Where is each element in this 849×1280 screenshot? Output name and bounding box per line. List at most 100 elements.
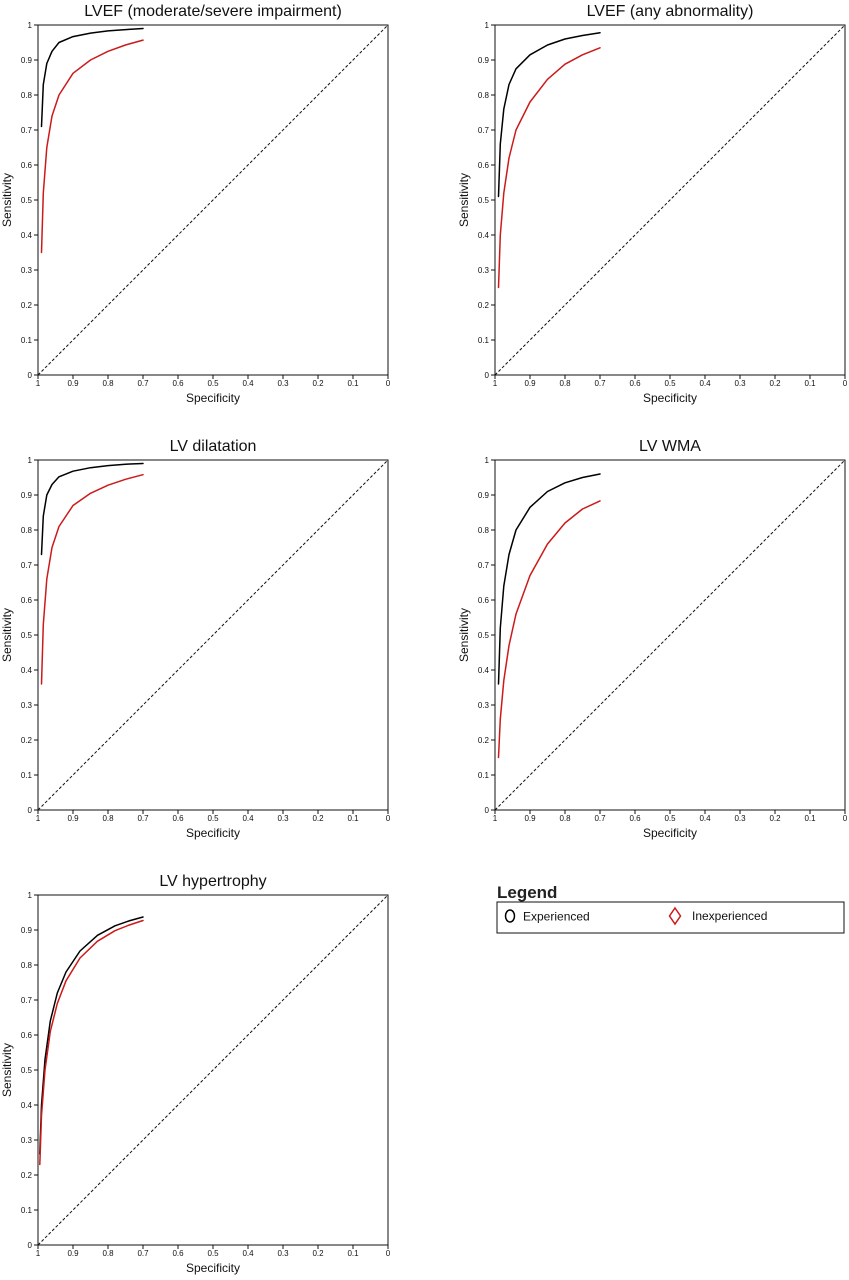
y-tick-label: 0.8 xyxy=(478,91,490,100)
roc-curve-inexperienced xyxy=(497,500,601,759)
y-axis-label: Sensitivity xyxy=(457,173,471,227)
diamond-icon xyxy=(668,906,682,926)
roc-curve-experienced xyxy=(39,916,144,1155)
chart-panels: LVEF (moderate/severe impairment) 1 0.9 0.8… xyxy=(0,3,848,1275)
legend: Legend Experienced Inexperienced xyxy=(496,883,845,934)
y-tick-label: 0.4 xyxy=(478,666,490,675)
chart-title: LV hypertrophy xyxy=(159,873,266,890)
y-tick-label: 0 xyxy=(485,806,490,815)
y-tick-label: 0.2 xyxy=(21,1171,33,1180)
x-tick-label: 0.5 xyxy=(207,1249,219,1258)
x-tick-label: 0.2 xyxy=(312,379,324,388)
x-tick-label: 0 xyxy=(843,379,848,388)
x-tick-label: 0.1 xyxy=(804,814,816,823)
roc-curve-inexperienced xyxy=(39,919,144,1166)
y-tick-label: 0.9 xyxy=(21,926,33,935)
chart-panel-3: LV dilatation 1 0.9 0.8 0.7 0.6 0.5 0.4 0.3 0.2 0.… xyxy=(0,438,391,840)
x-tick-label: 0.3 xyxy=(277,379,289,388)
x-tick-label: 0.2 xyxy=(769,814,781,823)
x-tick-label: 1 xyxy=(493,814,498,823)
reference-diagonal xyxy=(37,24,389,376)
y-tick-label: 0.7 xyxy=(478,561,490,570)
y-tick-label: 0.8 xyxy=(21,961,33,970)
roc-curve-inexperienced xyxy=(497,47,601,289)
x-tick-label: 0.9 xyxy=(524,379,536,388)
y-tick-label: 0.1 xyxy=(478,336,490,345)
y-tick-label: 0.3 xyxy=(478,266,490,275)
y-tick-label: 0.7 xyxy=(21,126,33,135)
x-tick-label: 0.3 xyxy=(277,814,289,823)
y-tick-label: 1 xyxy=(28,891,33,900)
y-tick-label: 0.3 xyxy=(478,701,490,710)
x-tick-label: 0.7 xyxy=(137,814,149,823)
roc-curve-inexperienced xyxy=(40,39,144,254)
x-axis-label: Specificity xyxy=(186,391,240,405)
x-tick-label: 0.2 xyxy=(312,814,324,823)
roc-curve-experienced xyxy=(40,27,144,128)
y-tick-label: 0.9 xyxy=(478,491,490,500)
chart-panel-5: LV hypertrophy 1 0.9 0.8 0.7 0.6 0.5 0.4 0.3 0.2 0… xyxy=(0,873,391,1275)
roc-curve-experienced xyxy=(497,31,601,198)
x-tick-label: 0.9 xyxy=(524,814,536,823)
chart-panel-4: LV WMA 1 0.9 0.8 0.7 0.6 0.5 0.4 0.3 0.2 0.1 0 0 0.1 0… xyxy=(457,438,848,840)
x-axis-label: Specificity xyxy=(643,391,697,405)
y-tick-label: 0.2 xyxy=(21,301,33,310)
chart-title: LV dilatation xyxy=(170,438,257,455)
x-tick-label: 0.4 xyxy=(699,379,711,388)
y-tick-label: 0.6 xyxy=(478,161,490,170)
y-tick-label: 0.4 xyxy=(21,666,33,675)
reference-diagonal xyxy=(494,459,846,811)
y-tick-label: 0.6 xyxy=(478,596,490,605)
x-tick-label: 0.5 xyxy=(207,379,219,388)
y-tick-label: 0.6 xyxy=(21,596,33,605)
reference-diagonal xyxy=(494,24,846,376)
x-tick-label: 0.8 xyxy=(559,379,571,388)
y-tick-label: 0.6 xyxy=(21,1031,33,1040)
legend-item-inexperienced: Inexperienced xyxy=(692,909,767,923)
x-tick-label: 0.9 xyxy=(67,1249,79,1258)
y-tick-label: 0.9 xyxy=(21,56,33,65)
x-tick-label: 0 xyxy=(843,814,848,823)
x-tick-label: 0.3 xyxy=(277,1249,289,1258)
y-tick-label: 0.5 xyxy=(21,631,33,640)
y-axis-label: Sensitivity xyxy=(0,608,14,662)
y-tick-label: 0.2 xyxy=(478,736,490,745)
x-tick-label: 0.2 xyxy=(312,1249,324,1258)
reference-diagonal xyxy=(37,894,389,1246)
roc-curve-experienced xyxy=(40,462,144,556)
y-tick-label: 1 xyxy=(485,456,490,465)
y-tick-label: 0.8 xyxy=(21,91,33,100)
y-axis-label: Sensitivity xyxy=(0,173,14,227)
y-tick-label: 0.1 xyxy=(21,771,33,780)
x-tick-label: 1 xyxy=(36,814,41,823)
y-tick-label: 0.9 xyxy=(478,56,490,65)
x-tick-label: 0.9 xyxy=(67,814,79,823)
y-tick-label: 0.4 xyxy=(21,231,33,240)
y-tick-label: 0.3 xyxy=(21,266,33,275)
x-tick-label: 0.5 xyxy=(207,814,219,823)
y-tick-label: 0.4 xyxy=(21,1101,33,1110)
x-tick-label: 0.4 xyxy=(242,1249,254,1258)
x-tick-label: 0.6 xyxy=(629,814,641,823)
x-axis-label: Specificity xyxy=(643,826,697,840)
y-axis-label: Sensitivity xyxy=(457,608,471,662)
y-tick-label: 0.5 xyxy=(21,1066,33,1075)
y-tick-label: 0.3 xyxy=(21,1136,33,1145)
x-tick-label: 0.8 xyxy=(102,379,114,388)
y-tick-label: 1 xyxy=(28,456,33,465)
y-tick-label: 0 xyxy=(28,1241,33,1250)
y-tick-label: 0.9 xyxy=(21,491,33,500)
x-tick-label: 0.7 xyxy=(594,379,606,388)
y-tick-label: 0.7 xyxy=(21,561,33,570)
reference-diagonal xyxy=(37,459,389,811)
x-tick-label: 0.4 xyxy=(242,814,254,823)
legend-box xyxy=(496,901,845,934)
x-tick-label: 0.5 xyxy=(664,814,676,823)
y-tick-label: 0 xyxy=(28,806,33,815)
y-tick-label: 1 xyxy=(485,21,490,30)
x-tick-label: 1 xyxy=(493,379,498,388)
chart-title: LVEF (moderate/severe impairment) xyxy=(84,3,342,20)
x-tick-label: 1 xyxy=(36,379,41,388)
x-tick-label: 0.4 xyxy=(242,379,254,388)
